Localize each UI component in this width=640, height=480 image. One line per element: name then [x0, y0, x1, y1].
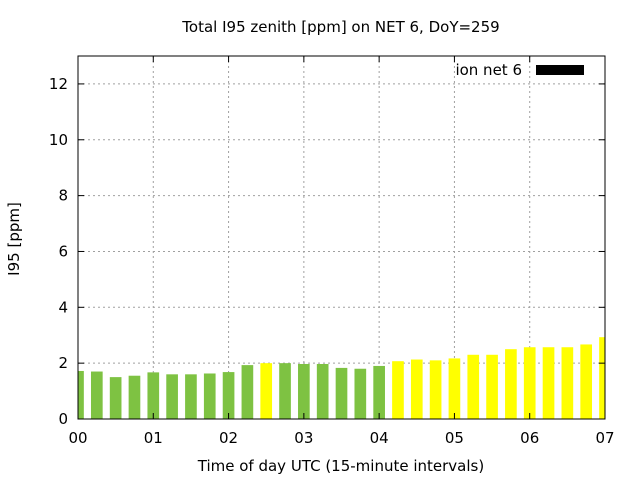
bar: [505, 349, 517, 419]
y-tick-label: 0: [58, 410, 68, 428]
y-tick-label: 8: [58, 187, 68, 205]
bar: [599, 337, 605, 419]
bar: [542, 347, 555, 419]
legend-label: ion net 6: [455, 61, 522, 79]
plot-frame: [77, 55, 606, 420]
bar: [90, 371, 103, 419]
bar: [222, 372, 235, 419]
bar: [467, 354, 480, 419]
x-tick-label: 02: [219, 429, 238, 447]
bar: [128, 375, 141, 419]
chart-title: Total I95 zenith [ppm] on NET 6, DoY=259: [181, 18, 499, 36]
x-tick-label: 05: [445, 429, 464, 447]
bar: [561, 347, 574, 419]
legend-swatch: [536, 65, 584, 75]
y-axis-label: I95 [ppm]: [5, 202, 23, 276]
bar: [185, 374, 197, 419]
bar: [335, 367, 348, 419]
bar: [78, 370, 84, 419]
bar: [410, 359, 423, 419]
bar: [523, 347, 536, 419]
bar: [298, 363, 310, 419]
bar: [166, 374, 178, 419]
bar: [203, 373, 216, 419]
y-tick-label: 12: [49, 75, 68, 93]
x-tick-label: 07: [595, 429, 614, 447]
x-tick-label: 04: [370, 429, 389, 447]
bar: [241, 365, 254, 419]
x-axis-label: Time of day UTC (15-minute intervals): [197, 457, 484, 475]
grid-lines: [78, 56, 605, 419]
bar: [392, 361, 404, 419]
y-tick-label: 4: [58, 298, 68, 316]
legend: ion net 6: [455, 61, 584, 79]
bar: [429, 360, 442, 419]
bar: [279, 363, 291, 419]
y-tick-label: 2: [58, 354, 68, 372]
y-tick-label: 10: [49, 131, 68, 149]
x-tick-label: 00: [68, 429, 87, 447]
bar: [373, 365, 385, 419]
x-tick-label: 01: [144, 429, 163, 447]
bar: [580, 344, 593, 419]
bar: [316, 363, 329, 419]
bar: [260, 363, 273, 419]
bar: [448, 358, 461, 419]
x-tick-label: 03: [294, 429, 313, 447]
bar: [109, 377, 122, 419]
bar: [354, 368, 367, 419]
x-tick-label: 06: [520, 429, 539, 447]
bars: [78, 337, 605, 419]
bar: [147, 372, 160, 419]
bar: [486, 354, 498, 419]
y-tick-label: 6: [58, 242, 68, 260]
